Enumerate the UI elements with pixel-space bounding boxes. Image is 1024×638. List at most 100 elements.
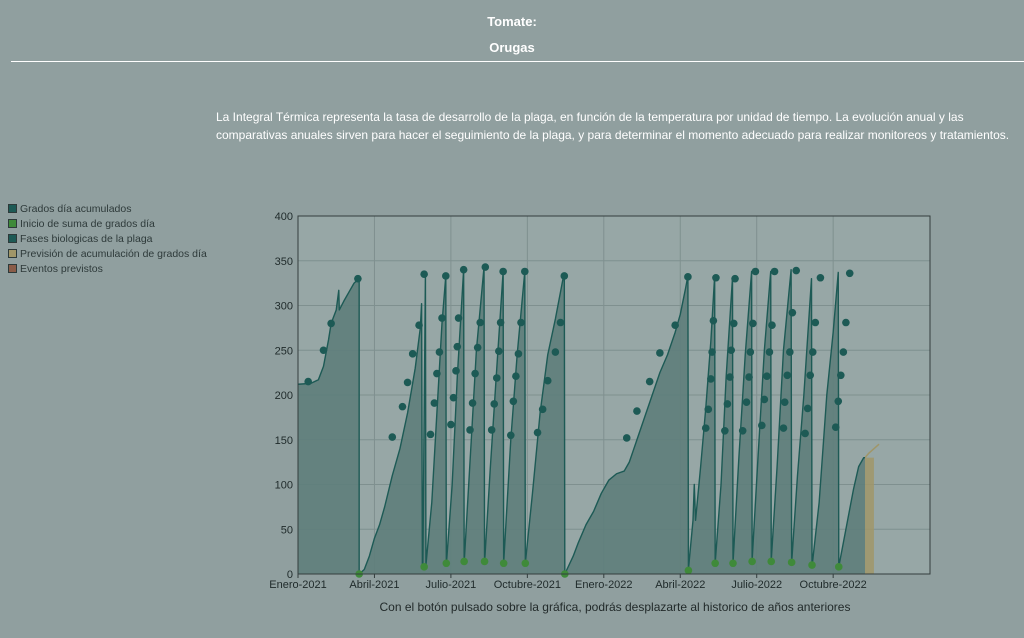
phase-event-marker [816,273,825,282]
phase-event-marker [449,393,458,402]
phase-event-marker [304,377,312,386]
phase-event-marker [783,371,792,380]
y-tick-label: 200 [275,390,293,402]
start-event-marker [499,559,508,568]
phase-event-marker [426,430,435,439]
phase-event-marker [327,319,335,328]
phase-event-marker [442,272,450,280]
legend-item-prevision[interactable]: Previsión de acumulación de grados día [8,246,207,261]
phase-event-marker [438,314,446,322]
phase-event-marker [704,405,713,414]
phase-event-marker [420,270,428,278]
phase-event-marker [738,427,747,435]
phase-event-marker [731,274,739,283]
phase-event-marker [430,399,439,407]
chart-legend: Grados día acumulados Inicio de suma de … [8,201,207,276]
phase-event-marker [471,369,479,378]
x-tick-label: Enero-2021 [269,579,327,591]
phase-event-marker [808,348,817,356]
degree-days-area [298,267,866,574]
phase-event-marker [506,431,515,440]
phase-event-marker [354,274,362,283]
phase-event-marker [842,318,850,327]
start-event-marker [442,559,451,568]
start-event-marker [729,559,737,568]
phase-event-marker [726,373,734,381]
x-tick-label: Octubre-2021 [494,579,561,591]
start-event-marker [711,559,719,568]
phase-event-marker [806,371,815,380]
phase-event-marker [473,343,482,352]
legend-item-eventos-previstos[interactable]: Eventos previstos [8,261,207,276]
phase-event-marker [533,428,542,437]
phase-event-marker [786,348,794,356]
phase-event-marker [435,348,444,356]
x-tick-label: Abril-2022 [655,579,705,591]
legend-label: Eventos previstos [20,262,103,275]
header-divider [11,61,1024,62]
phase-event-marker [495,347,503,355]
legend-swatch [8,204,17,213]
phase-event-marker [712,273,720,282]
phase-event-marker [751,267,760,276]
phase-event-marker [701,424,710,432]
phase-event-marker [760,395,769,404]
phase-event-marker [408,350,417,358]
legend-item-inicio-suma[interactable]: Inicio de suma de grados día [8,216,207,231]
phase-event-marker [490,400,499,408]
phase-event-marker [765,348,774,356]
forecast-line [864,443,880,459]
start-event-marker [834,563,843,571]
x-tick-label: Octubre-2022 [800,579,867,591]
phase-event-marker [721,427,729,435]
phase-event-marker [707,375,715,383]
start-event-marker [787,558,796,567]
start-event-marker [420,563,428,571]
phase-event-marker [768,321,776,329]
y-tick-label: 300 [275,301,293,313]
phase-event-marker [452,367,460,375]
phase-event-marker [538,405,547,414]
phase-event-marker [656,349,664,357]
start-event-marker [480,557,489,566]
legend-swatch [8,234,17,243]
forecast-area [865,457,874,574]
phase-event-marker [633,407,641,415]
phase-event-marker [476,318,485,327]
phase-event-marker [492,374,501,382]
start-event-marker [808,561,816,569]
chart-hint: Con el botón pulsado sobre la gráfica, p… [379,600,851,614]
description-text: La Integral Térmica representa la tasa d… [216,110,1010,142]
y-tick-label: 50 [281,524,293,536]
phase-event-marker [709,316,718,325]
phase-event-marker [481,263,490,271]
phase-event-marker [415,321,423,329]
legend-swatch [8,249,17,258]
phase-event-marker [512,372,520,381]
phase-event-marker [468,399,477,407]
legend-label: Inicio de suma de grados día [20,217,155,230]
phase-event-marker [749,319,757,328]
phase-event-marker [834,397,843,406]
phase-event-marker [723,400,732,408]
phase-event-marker [792,266,801,275]
degree-days-line [297,266,866,575]
phase-event-marker [398,402,407,411]
phase-event-marker [708,348,716,356]
plot-frame [297,215,931,575]
legend-swatch [8,219,17,228]
x-tick-label: Abril-2021 [349,579,399,591]
phase-event-marker [729,319,738,328]
y-tick-label: 150 [275,435,293,447]
legend-label: Grados día acumulados [20,202,132,215]
phase-event-marker [780,398,789,406]
phase-event-marker [837,371,845,380]
legend-item-fases-biologicas[interactable]: Fases biologicas de la plaga [8,231,207,246]
start-event-marker [767,557,776,566]
start-event-marker [521,559,530,568]
legend-swatch [8,264,17,273]
legend-item-grados-dia[interactable]: Grados día acumulados [8,201,207,216]
phase-event-marker [319,346,328,355]
y-tick-label: 350 [275,256,293,268]
